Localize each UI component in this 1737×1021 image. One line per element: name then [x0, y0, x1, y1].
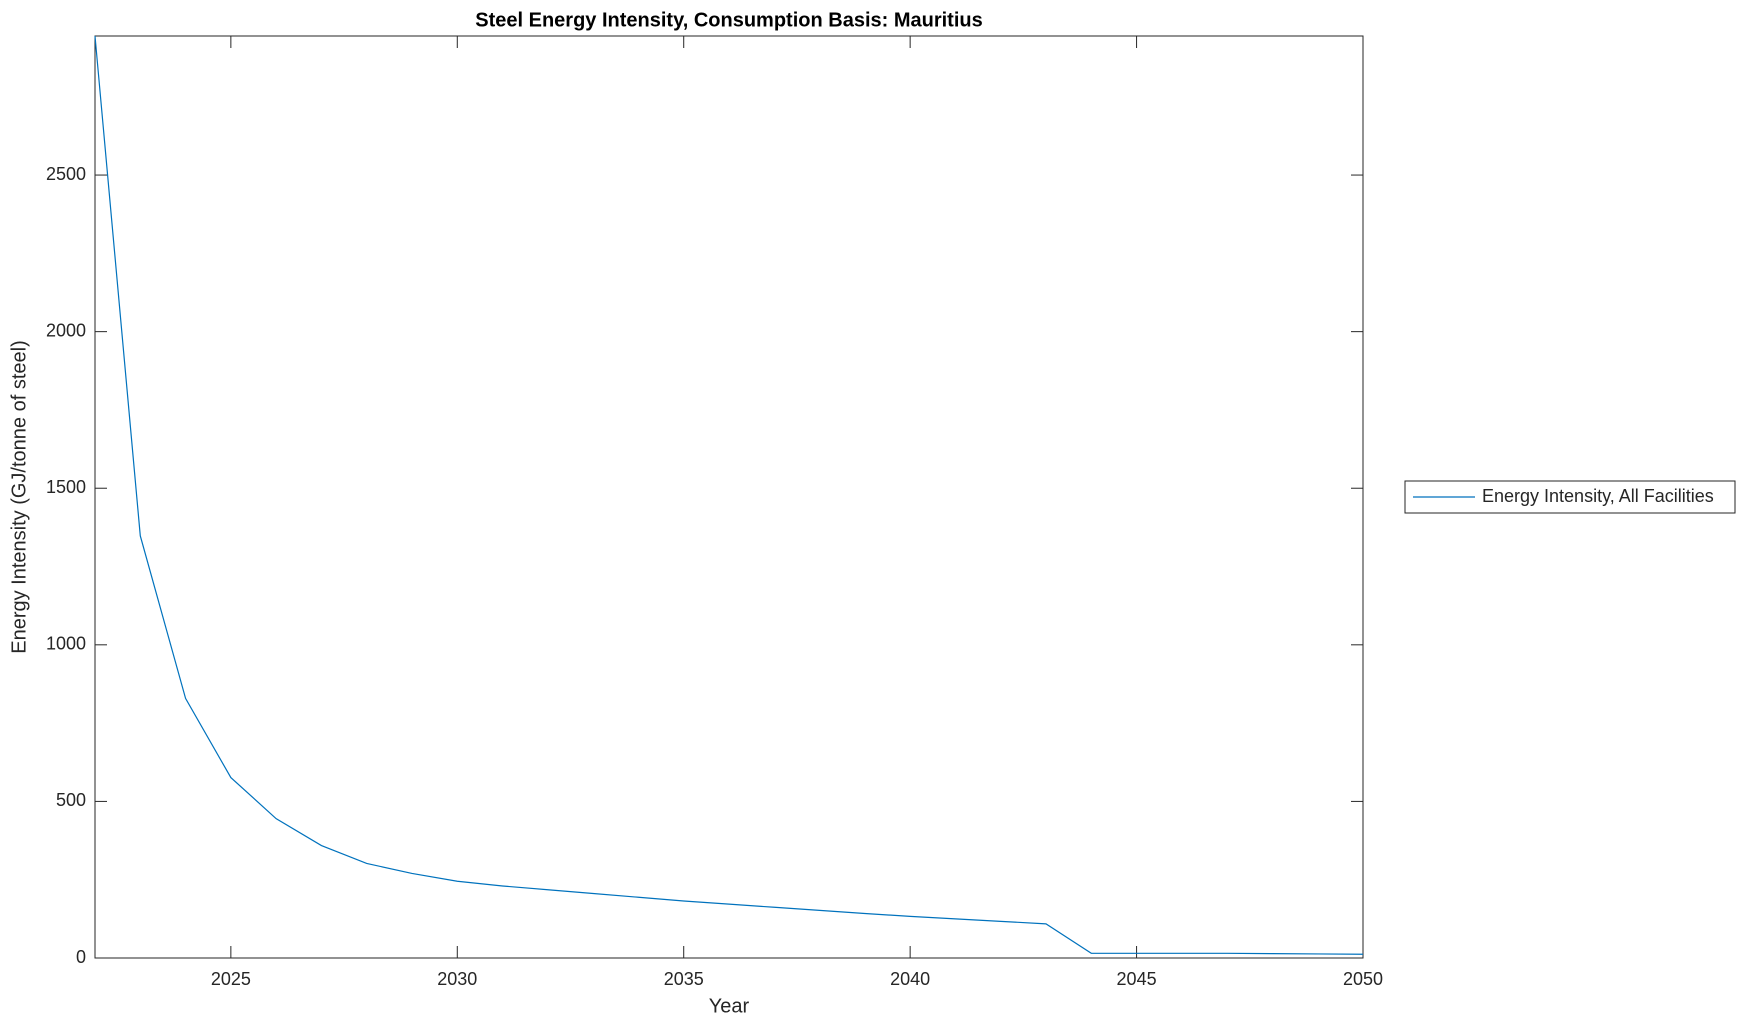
y-tick-label: 0 — [76, 947, 86, 967]
y-tick-label: 1000 — [46, 634, 86, 654]
x-tick-label: 2035 — [664, 969, 704, 989]
y-tick-label: 1500 — [46, 477, 86, 497]
x-tick-label: 2040 — [890, 969, 930, 989]
x-axis-label: Year — [709, 995, 750, 1017]
x-tick-label: 2025 — [211, 969, 251, 989]
x-tick-label: 2030 — [437, 969, 477, 989]
legend-label: Energy Intensity, All Facilities — [1482, 486, 1714, 506]
y-axis-label: Energy Intensity (GJ/tonne of steel) — [8, 340, 30, 654]
x-tick-label: 2045 — [1117, 969, 1157, 989]
y-tick-label: 2500 — [46, 164, 86, 184]
x-tick-label: 2050 — [1343, 969, 1383, 989]
series-line — [94, 35, 1364, 955]
y-tick-label: 2000 — [46, 320, 86, 340]
plot-frame — [94, 35, 1364, 959]
chart-title: Steel Energy Intensity, Consumption Basi… — [475, 9, 983, 31]
y-tick-label: 500 — [56, 790, 86, 810]
